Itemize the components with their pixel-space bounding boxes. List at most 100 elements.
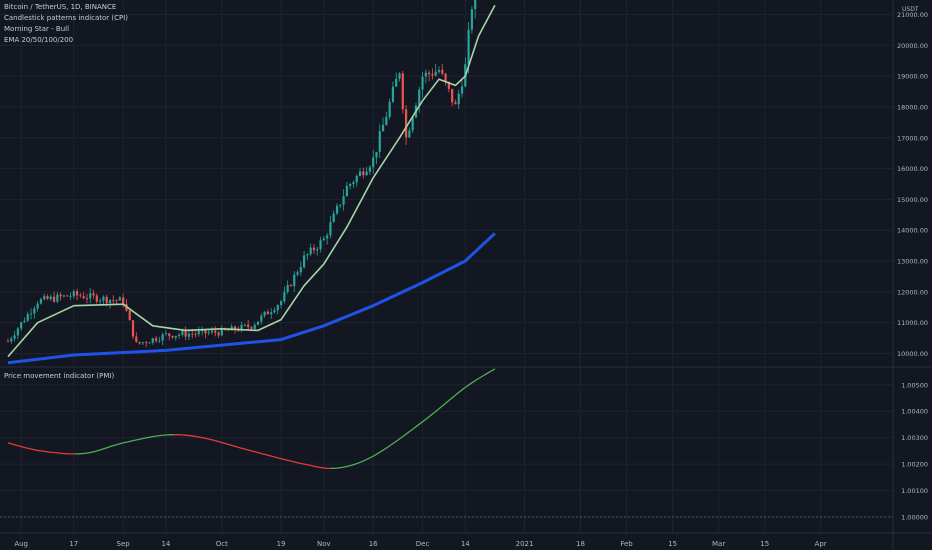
candle-body bbox=[342, 196, 345, 205]
candle-body bbox=[349, 183, 352, 186]
price-axis-tick-label: 21000.00 bbox=[897, 11, 928, 19]
candle-body bbox=[207, 332, 210, 334]
candle-body bbox=[79, 295, 82, 297]
candle-body bbox=[345, 185, 348, 197]
pmi-pane[interactable] bbox=[7, 368, 496, 470]
candle-body bbox=[49, 296, 52, 300]
time-axis-tick-label: 19 bbox=[277, 540, 286, 548]
candle-body bbox=[428, 72, 431, 75]
candle-body bbox=[283, 291, 286, 302]
candle-body bbox=[365, 171, 368, 176]
candle-body bbox=[404, 109, 408, 138]
candle-body bbox=[171, 335, 174, 338]
candle-body bbox=[151, 338, 154, 343]
candle-body bbox=[52, 296, 56, 302]
candle-body bbox=[388, 101, 391, 117]
candle-body bbox=[411, 117, 414, 131]
candle-body bbox=[378, 131, 381, 152]
candle-body bbox=[164, 333, 168, 335]
pmi-line-segment bbox=[40, 450, 76, 455]
candle-body bbox=[89, 293, 92, 299]
candle-body bbox=[141, 342, 144, 344]
pmi-axis[interactable]: 1.00500 1.00400 1.00300 1.00200 1.00100 1.000… bbox=[0, 381, 928, 522]
price-axis[interactable]: 21000.00 20000.00 19000.00 18000.00 17000.00… bbox=[893, 0, 932, 358]
candle-body bbox=[128, 310, 131, 321]
candle-body bbox=[135, 336, 138, 342]
time-axis-tick-label: 15 bbox=[760, 540, 769, 548]
candle-body bbox=[434, 71, 437, 76]
price-axis-tick-label: 18000.00 bbox=[897, 103, 928, 111]
pmi-line-segment bbox=[372, 386, 466, 457]
candle-body bbox=[95, 295, 98, 302]
candle-body bbox=[66, 295, 69, 297]
candle-body bbox=[197, 331, 200, 334]
candle-body bbox=[62, 295, 66, 297]
candle-body bbox=[316, 249, 319, 251]
candle-body bbox=[92, 293, 95, 296]
pmi-axis-tick-label: 1.00200 bbox=[901, 461, 928, 469]
candle-body bbox=[220, 328, 223, 336]
time-axis-tick-label: 14 bbox=[461, 540, 470, 548]
candle-body bbox=[358, 171, 362, 176]
candle-body bbox=[335, 205, 339, 214]
candle-body bbox=[418, 89, 421, 106]
price-axis-tick-label: 15000.00 bbox=[897, 196, 928, 204]
candle-body bbox=[441, 70, 444, 74]
candle-body bbox=[217, 332, 220, 336]
candle-body bbox=[112, 299, 115, 301]
indicator-label-cpi[interactable]: Candlestick patterns indicator (CPI) bbox=[4, 14, 129, 22]
candle-body bbox=[240, 324, 243, 331]
time-axis-tick-label: 16 bbox=[369, 540, 378, 548]
candle-body bbox=[309, 247, 312, 255]
candle-body bbox=[46, 296, 49, 300]
candle-body bbox=[276, 305, 279, 311]
candle-body bbox=[326, 235, 329, 239]
price-axis-tick-label: 14000.00 bbox=[897, 227, 928, 235]
candle-body bbox=[99, 300, 102, 302]
candle-body bbox=[154, 338, 158, 341]
candle-body bbox=[444, 73, 447, 82]
price-axis-tick-label: 13000.00 bbox=[897, 258, 928, 266]
candle-body bbox=[39, 299, 42, 304]
candle-body bbox=[296, 272, 299, 275]
symbol-title[interactable]: Bitcoin / TetherUS, 1D, BINANCE bbox=[4, 3, 117, 11]
price-axis-tick-label: 17000.00 bbox=[897, 134, 928, 142]
time-axis[interactable]: Aug 17 Sep 14 Oct 19 Nov 16 Dec 14 2021 18 Feb 15 Mar 1… bbox=[14, 540, 826, 548]
candle-body bbox=[148, 342, 151, 344]
candle-body bbox=[355, 175, 358, 183]
candle-body bbox=[102, 296, 105, 301]
candle-body bbox=[375, 151, 378, 158]
candle-body bbox=[460, 86, 464, 94]
candle-body bbox=[339, 204, 342, 206]
time-axis-tick-label: Oct bbox=[216, 540, 228, 548]
indicator-label-pmi[interactable]: Price movement indicator (PMI) bbox=[4, 372, 115, 380]
pmi-axis-tick-label: 1.00400 bbox=[901, 408, 928, 416]
price-axis-tick-label: 10000.00 bbox=[897, 350, 928, 358]
candle-body bbox=[36, 303, 39, 309]
candle-body bbox=[273, 310, 276, 313]
price-axis-tick-label: 20000.00 bbox=[897, 42, 928, 50]
ema-slow-line bbox=[7, 232, 496, 365]
candle-body bbox=[118, 297, 121, 301]
candle-body bbox=[306, 254, 309, 256]
indicator-label-ema[interactable]: EMA 20/50/100/200 bbox=[4, 36, 74, 44]
candle-body bbox=[210, 330, 214, 333]
indicator-label-pattern[interactable]: Morning Star - Bull bbox=[4, 25, 70, 33]
price-axis-tick-label: 16000.00 bbox=[897, 165, 928, 173]
price-pane[interactable] bbox=[0, 0, 893, 365]
time-axis-tick-label: Nov bbox=[317, 540, 331, 548]
candle-body bbox=[145, 342, 148, 344]
candle-body bbox=[13, 335, 16, 339]
price-axis-tick-label: 19000.00 bbox=[897, 73, 928, 81]
pmi-axis-tick-label: 1.00100 bbox=[901, 487, 928, 495]
candle-body bbox=[75, 291, 79, 296]
candle-body bbox=[191, 333, 194, 335]
pmi-line-segment bbox=[7, 442, 42, 452]
candle-body bbox=[115, 300, 118, 302]
candle-body bbox=[322, 238, 325, 241]
candle-body bbox=[395, 78, 398, 87]
candle-body bbox=[421, 76, 424, 90]
candle-body bbox=[303, 255, 306, 268]
candle-body bbox=[33, 308, 36, 314]
